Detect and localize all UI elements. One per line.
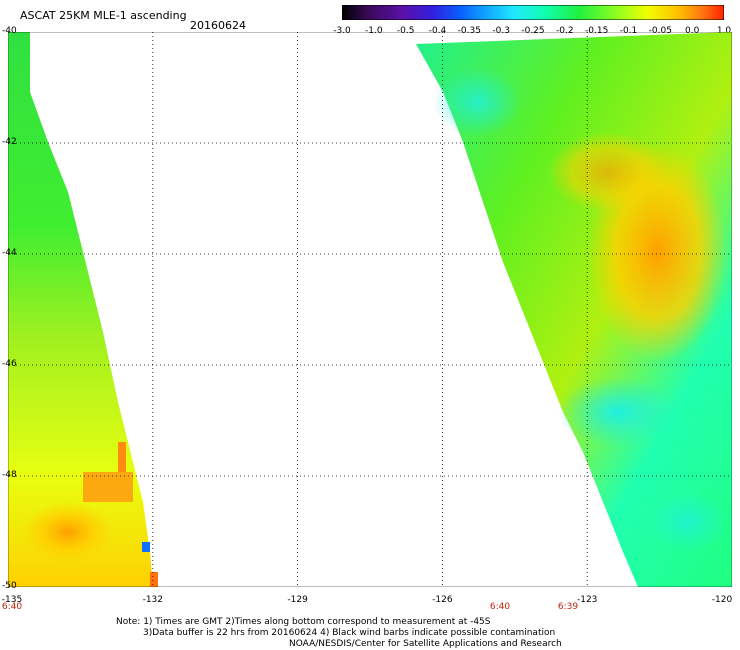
colorbar-tick-label: -1.0 [365, 26, 383, 36]
longitude-label: -126 [432, 595, 453, 605]
colorbar-tick-label: -0.15 [585, 26, 609, 36]
latitude-label: -42 [2, 137, 17, 147]
longitude-label: -135 [1, 595, 23, 605]
note-line-2: 3)Data buffer is 22 hrs from 20160624 4)… [143, 628, 556, 638]
latitude-label: -40 [2, 26, 17, 36]
longitude-label: -132 [142, 595, 164, 605]
colorbar-ticks: -3.0 -1.0 -0.5 -0.4 -0.35 -0.3 -0.25 -0.2 -0.15-… [333, 5, 731, 36]
left-hotspot-edge [118, 442, 126, 472]
left-swath [8, 32, 153, 587]
map-title: ASCAT 25KM MLE-1 ascending [20, 9, 187, 22]
colorbar-tick-label: 1.0 [716, 26, 732, 36]
map-date: 20160624 [190, 19, 246, 32]
colorbar-tick-label: -0.5 [396, 26, 415, 36]
colorbar-tick-label: -3.0 [333, 26, 351, 36]
note-line-1: Note: 1) Times are GMT 2)Times along bot… [116, 617, 491, 627]
note-line-3: NOAA/NESDIS/Center for Satellite Applica… [289, 639, 562, 649]
time-label-mid: 6:40 [489, 602, 511, 612]
left-hotspot [83, 472, 133, 502]
colorbar [342, 5, 724, 20]
colorbar-tick-label: -0.05 [648, 26, 672, 36]
left-blue-cell [142, 542, 150, 552]
longitude-label: -129 [287, 595, 308, 605]
colorbar-tick-label: 0.0 [684, 26, 700, 36]
latitude-label: -44 [2, 248, 17, 258]
colorbar-tick-label: -0.25 [521, 26, 545, 36]
time-label-left: 6:40 [1, 602, 23, 612]
left-bottom-orange [150, 572, 158, 587]
latitude-label: -46 [2, 359, 17, 369]
colorbar-tick-label: -0.35 [457, 26, 481, 36]
time-label-right: 6:39 [557, 602, 579, 612]
colorbar-tick-label: -0.3 [492, 26, 510, 36]
longitude-label: -123 [576, 595, 598, 605]
colorbar-tick-label: -0.2 [556, 26, 574, 36]
colorbar-tick-label: -0.4 [428, 26, 447, 36]
latitude-label: -50 [2, 581, 17, 591]
longitude-label: -120 [711, 595, 733, 605]
colorbar-tick-label: -0.1 [619, 26, 638, 36]
graticule [8, 32, 732, 587]
latitude-label: -48 [2, 470, 17, 480]
wind-speed-map [8, 32, 732, 587]
